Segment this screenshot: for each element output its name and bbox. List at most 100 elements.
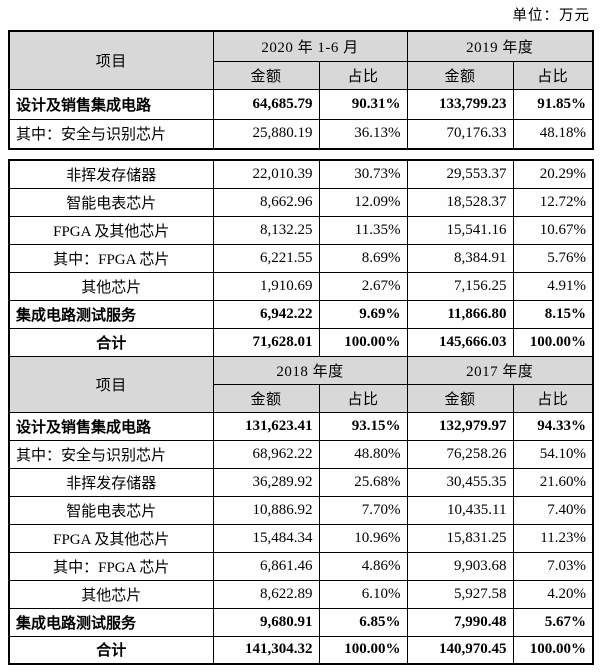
- cell-value: 18,528.37: [406, 187, 514, 217]
- cell-value: 8.15%: [512, 299, 594, 329]
- cell-value: 15,484.34: [212, 523, 320, 553]
- row-label: 合计: [8, 327, 214, 357]
- table-row: 智能电表芯片 10,886.92 7.70% 10,435.11 7.40%: [8, 495, 594, 525]
- cell-value: 6,861.46: [212, 551, 320, 581]
- col-header-period-2017: 2017 年度: [406, 355, 594, 385]
- col-header-ratio: 占比: [512, 383, 594, 413]
- cell-value: 1,910.69: [212, 271, 320, 301]
- cell-value: 100.00%: [318, 635, 408, 665]
- cell-value: 25.68%: [318, 467, 408, 497]
- cell-value: 71,628.01: [212, 327, 320, 357]
- row-label: 其中：FPGA 芯片: [8, 551, 214, 581]
- revenue-table-2020-2019: 项目 2020 年 1-6 月 2019 年度 金额 占比 金额 占比 设计及销…: [8, 30, 595, 150]
- cell-value: 30.73%: [318, 159, 408, 189]
- cell-value: 64,685.79: [212, 88, 320, 120]
- col-header-period-2019: 2019 年度: [406, 30, 594, 62]
- cell-value: 145,666.03: [406, 327, 514, 357]
- cell-value: 48.18%: [512, 118, 594, 150]
- table-row: 其中：FPGA 芯片 6,861.46 4.86% 9,903.68 7.03%: [8, 551, 594, 581]
- cell-value: 4.91%: [512, 271, 594, 301]
- cell-value: 22,010.39: [212, 159, 320, 189]
- cell-value: 20.29%: [512, 159, 594, 189]
- cell-value: 8,622.89: [212, 579, 320, 609]
- row-label: 其他芯片: [8, 579, 214, 609]
- table-row: 合计 141,304.32 100.00% 140,970.45 100.00%: [8, 635, 594, 665]
- table-row: 其他芯片 8,622.89 6.10% 5,927.58 4.20%: [8, 579, 594, 609]
- col-header-amount: 金额: [212, 383, 320, 413]
- table-row: 集成电路测试服务 9,680.91 6.85% 7,990.48 5.67%: [8, 607, 594, 637]
- row-label: 其中：FPGA 芯片: [8, 243, 214, 273]
- cell-value: 11.35%: [318, 215, 408, 245]
- table-row: 智能电表芯片 8,662.96 12.09% 18,528.37 12.72%: [8, 187, 594, 217]
- cell-value: 2.67%: [318, 271, 408, 301]
- cell-value: 5,927.58: [406, 579, 514, 609]
- cell-value: 7.40%: [512, 495, 594, 525]
- table-row: 非挥发存储器 22,010.39 30.73% 29,553.37 20.29%: [8, 159, 594, 189]
- cell-value: 8,384.91: [406, 243, 514, 273]
- cell-value: 4.86%: [318, 551, 408, 581]
- cell-value: 11,866.80: [406, 299, 514, 329]
- col-header-ratio: 占比: [512, 60, 594, 90]
- cell-value: 68,962.22: [212, 439, 320, 469]
- cell-value: 5.67%: [512, 607, 594, 637]
- cell-value: 132,979.97: [406, 411, 514, 441]
- cell-value: 100.00%: [512, 327, 594, 357]
- cell-value: 10.67%: [512, 215, 594, 245]
- row-label: 智能电表芯片: [8, 495, 214, 525]
- cell-value: 93.15%: [318, 411, 408, 441]
- cell-value: 90.31%: [318, 88, 408, 120]
- row-label: 智能电表芯片: [8, 187, 214, 217]
- table-body-2018-2017: 设计及销售集成电路 131,623.41 93.15% 132,979.97 94.33…: [8, 411, 594, 665]
- table-row: 非挥发存储器 36,289.92 25.68% 30,455.35 21.60%: [8, 467, 594, 497]
- cell-value: 94.33%: [512, 411, 594, 441]
- row-label: 非挥发存储器: [8, 159, 214, 189]
- cell-value: 7.03%: [512, 551, 594, 581]
- table-row: 其中：FPGA 芯片 6,221.55 8.69% 8,384.91 5.76%: [8, 243, 594, 273]
- row-label: 合计: [8, 635, 214, 665]
- cell-value: 6.85%: [318, 607, 408, 637]
- table-row: 其中：安全与识别芯片 25,880.19 36.13% 70,176.33 48.18%: [8, 118, 594, 150]
- cell-value: 7,990.48: [406, 607, 514, 637]
- cell-value: 9,680.91: [212, 607, 320, 637]
- table-row: 其中：安全与识别芯片 68,962.22 48.80% 76,258.26 54.10%: [8, 439, 594, 469]
- table-header-row: 项目 2018 年度 2017 年度: [8, 355, 594, 413]
- cell-value: 140,970.45: [406, 635, 514, 665]
- cell-value: 6,942.22: [212, 299, 320, 329]
- cell-value: 8,132.25: [212, 215, 320, 245]
- cell-value: 29,553.37: [406, 159, 514, 189]
- revenue-table-continued-and-2018-2017: 非挥发存储器 22,010.39 30.73% 29,553.37 20.29% 智能电表…: [8, 159, 594, 665]
- cell-value: 30,455.35: [406, 467, 514, 497]
- cell-value: 11.23%: [512, 523, 594, 553]
- row-label: FPGA 及其他芯片: [8, 215, 214, 245]
- table-subheader-row: 金额 占比 金额 占比: [9, 383, 594, 413]
- cell-value: 4.20%: [512, 579, 594, 609]
- cell-value: 70,176.33: [406, 118, 514, 150]
- cell-value: 36,289.92: [212, 467, 320, 497]
- col-header-amount: 金额: [212, 60, 320, 90]
- cell-value: 12.72%: [512, 187, 594, 217]
- cell-value: 54.10%: [512, 439, 594, 469]
- table-body-2020-2019-part2: 非挥发存储器 22,010.39 30.73% 29,553.37 20.29% 智能电表…: [8, 159, 594, 357]
- table-header-row: 项目 2020 年 1-6 月 2019 年度: [8, 30, 594, 90]
- table-body-2020-2019-part1: 设计及销售集成电路 64,685.79 90.31% 133,799.23 91.85%…: [8, 88, 594, 150]
- row-label: 设计及销售集成电路: [8, 411, 214, 441]
- table-row: 设计及销售集成电路 131,623.41 93.15% 132,979.97 94.33…: [8, 411, 594, 441]
- row-label: 其中：安全与识别芯片: [8, 439, 214, 469]
- col-header-ratio: 占比: [318, 383, 408, 413]
- col-header-amount: 金额: [406, 60, 514, 90]
- cell-value: 48.80%: [318, 439, 408, 469]
- cell-value: 7.70%: [318, 495, 408, 525]
- cell-value: 9.69%: [318, 299, 408, 329]
- cell-value: 7,156.25: [406, 271, 514, 301]
- cell-value: 12.09%: [318, 187, 408, 217]
- row-label: 设计及销售集成电路: [8, 88, 214, 120]
- cell-value: 6.10%: [318, 579, 408, 609]
- col-header-amount: 金额: [406, 383, 514, 413]
- unit-label: 单位：万元: [512, 8, 590, 24]
- row-label: 其中：安全与识别芯片: [8, 118, 214, 150]
- cell-value: 91.85%: [512, 88, 594, 120]
- cell-value: 131,623.41: [212, 411, 320, 441]
- col-header-ratio: 占比: [318, 60, 408, 90]
- cell-value: 141,304.32: [212, 635, 320, 665]
